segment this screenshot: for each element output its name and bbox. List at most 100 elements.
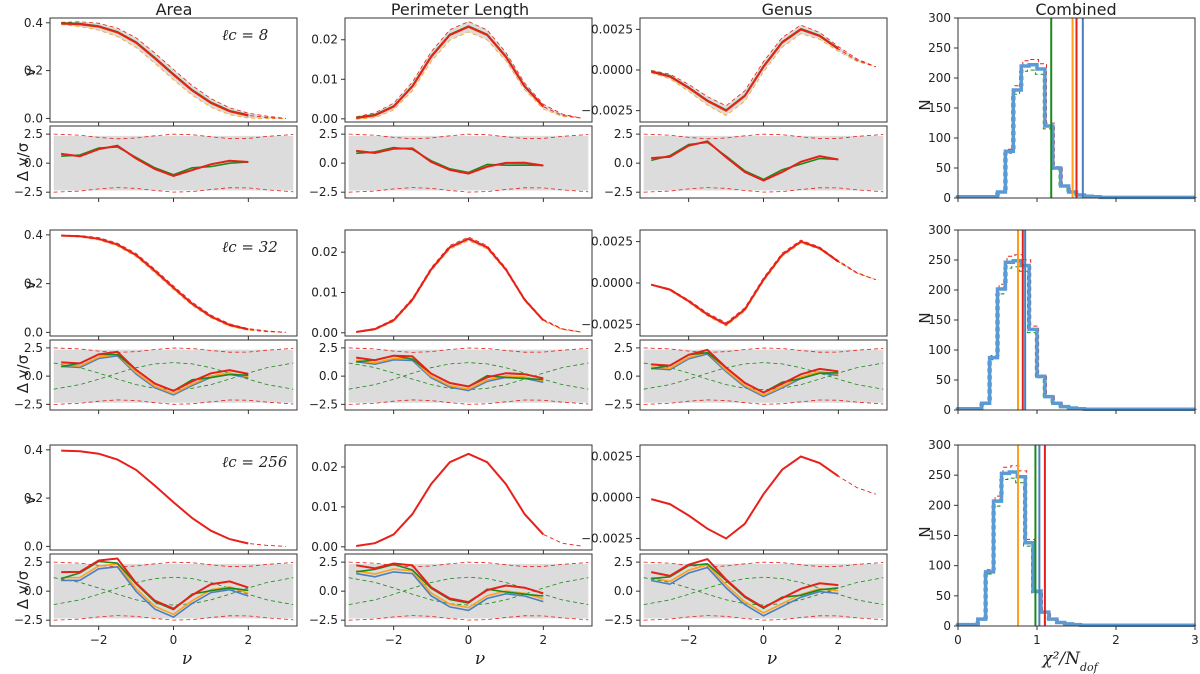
band-0-0 — [61, 21, 286, 119]
hist-dashed-orange-1 — [957, 260, 1195, 410]
hist-panel-1-ytick-label: 200 — [928, 283, 951, 297]
band-upper-0-0 — [61, 21, 286, 119]
delta-series-orange-1-1 — [356, 357, 544, 391]
band-upper-0-1 — [61, 234, 286, 333]
series-red-2-1 — [650, 240, 839, 326]
hist-panel-0-ytick-label: 100 — [928, 131, 951, 145]
panel-top-1-2-ytick-label: 0.02 — [311, 460, 338, 474]
hist-panel-0-ytick-label: 0 — [943, 191, 951, 205]
band-upper-2-0 — [651, 24, 876, 107]
xlabel-perimeter: ν — [475, 649, 485, 669]
panel-bot-2-2-xtick-label: −2 — [680, 633, 698, 647]
panel-top-0-2: 0.0 0.2 0.4 — [24, 443, 298, 554]
dashed-tail-1-0 — [524, 86, 581, 119]
hist-panel-2-ytick-label: 0 — [943, 619, 951, 633]
row3-dv-label: Δ v/σ — [14, 570, 32, 609]
panel-bot-1-2: −2.5 0.0 2.5 −2 0 2 — [309, 553, 593, 647]
panel-bot-1-2-xtick-label: −2 — [385, 633, 403, 647]
panel-top-0-2-ytick-label: 0.0 — [24, 539, 43, 553]
band-lower-1-1 — [356, 240, 581, 333]
panel-bot-2-1: −2.5 0.0 2.5 — [604, 339, 888, 414]
panel-top-2-2-frame — [639, 444, 888, 551]
panel-bot-0-2-xtick-label: 0 — [170, 633, 178, 647]
hist-panel-2-ytick-label: 200 — [928, 498, 951, 512]
delta-series-red-0-0 — [61, 144, 249, 177]
band-upper-1-0 — [356, 21, 581, 119]
panel-bot-0-2-xtick-label: −2 — [90, 633, 108, 647]
panel-bot-2-0-ytick-label: 0.0 — [614, 156, 633, 170]
delta-series-orange-0-1 — [61, 353, 249, 395]
panel-bot-0-1-ytick-label: −2.5 — [14, 397, 43, 411]
hist-panel-2-ytick-label: 250 — [928, 468, 951, 482]
hist-panel-0-ytick-label: 200 — [928, 71, 951, 85]
delta-series-red-2-1 — [651, 348, 839, 394]
panel-bot-2-2-xtick-label: 0 — [760, 633, 768, 647]
panel-top-1-1-ytick-label: 0.02 — [311, 245, 338, 259]
series-red-1-2 — [356, 452, 545, 547]
row3-v-label: v — [21, 495, 39, 504]
hist-step-2 — [956, 470, 1195, 628]
hist3-n-label: N — [916, 526, 934, 537]
hist-panel-1-frame — [957, 229, 1196, 411]
hist-xtick-label-2: 1 — [1033, 633, 1041, 647]
panel-bot-1-2-ytick-label: −2.5 — [309, 613, 338, 627]
panel-bot-2-0-ytick-label: 2.5 — [614, 127, 633, 141]
panel-top-2-0: −0.0025 0.0000 0.0025 — [581, 17, 888, 126]
delta-band-2-0 — [643, 135, 884, 191]
band-2-1 — [651, 240, 876, 327]
panel-bot-0-2-xtick-label: 2 — [245, 633, 253, 647]
row1-v-label: v — [21, 67, 39, 76]
panel-top-2-1-ytick-label: 0.0000 — [591, 276, 633, 290]
hist-panel-2-ytick-label: 150 — [928, 529, 951, 543]
band-2-0 — [651, 25, 876, 116]
hist-panel-0-ytick-label: 150 — [928, 101, 951, 115]
panel-top-0-2-ytick-label: 0.2 — [24, 491, 43, 505]
band-upper-1-1 — [356, 236, 581, 333]
panel-top-2-0-ytick-label: −0.0025 — [581, 104, 633, 118]
series-red-2-2 — [650, 455, 839, 540]
hist-panel-2-ytick-label: 300 — [928, 438, 951, 452]
delta-band-0-1 — [53, 349, 294, 403]
delta-upper-0-0 — [53, 133, 294, 140]
delta-band-1-1 — [348, 349, 589, 403]
panel-bot-2-2: −2.5 0.0 2.5 −2 0 2 — [604, 553, 888, 647]
panel-top-0-1-ytick-label: 0.4 — [24, 228, 43, 242]
panel-bot-0-1: −2.5 0.0 2.5 — [14, 339, 298, 414]
row2-ell-label: ℓc = 32 — [222, 238, 278, 256]
xlabel-hist: χ²/Ndof — [1041, 649, 1099, 674]
delta-series-orange-1-2 — [356, 568, 544, 609]
hist-panel-0: 0 50 100 150 200 250 300 — [928, 11, 1197, 205]
hist-dashed-green-1 — [954, 266, 1194, 411]
delta-upper-2-0 — [643, 133, 884, 140]
delta-series-red-1-1 — [356, 354, 544, 388]
band-1-1 — [356, 237, 581, 333]
delta-series-red-1-2 — [356, 562, 544, 604]
panel-top-1-2: 0.00 0.01 0.02 — [311, 444, 593, 554]
delta-upper-0-1 — [53, 347, 294, 353]
panel-top-1-0-ytick-label: 0.02 — [311, 33, 338, 47]
hist-panel-0-ytick-label: 50 — [936, 161, 951, 175]
hist-panel-1-ytick-label: 250 — [928, 253, 951, 267]
delta-series-orange-2-2 — [651, 563, 839, 614]
hist-panel-2-ytick-label: 100 — [928, 559, 951, 573]
hist-panel-1-ytick-label: 100 — [928, 343, 951, 357]
delta-series-red-0-1 — [61, 350, 249, 392]
hist-step-0 — [956, 63, 1195, 200]
dashed-tail-1-2 — [524, 513, 581, 547]
panel-bot-2-0: −2.5 0.0 2.5 — [604, 125, 888, 202]
band-lower-1-0 — [356, 31, 581, 120]
xlabel-hist-main: χ²/N — [1041, 649, 1081, 669]
panel-bot-2-2-xtick-label: 2 — [835, 633, 843, 647]
series-red-1-1 — [356, 237, 545, 333]
panel-top-0-1-ytick-label: 0.0 — [24, 325, 43, 339]
delta-lower-1-2 — [348, 615, 589, 621]
xlabel-hist-sub: dof — [1080, 661, 1100, 674]
panel-bot-1-1-ytick-label: 0.0 — [319, 369, 338, 383]
panel-top-0-2-ytick-label: 0.4 — [24, 443, 43, 457]
panel-bot-1-0-ytick-label: 2.5 — [319, 127, 338, 141]
delta-upper-2-1 — [643, 347, 884, 353]
panel-bot-0-0-ytick-label: 2.5 — [24, 127, 43, 141]
hist-panel-2: 0 50 100 150 200 250 300 0 1 2 3 — [928, 438, 1199, 647]
hist-panel-1-ytick-label: 150 — [928, 313, 951, 327]
hist-dashed-red-0 — [957, 59, 1197, 199]
